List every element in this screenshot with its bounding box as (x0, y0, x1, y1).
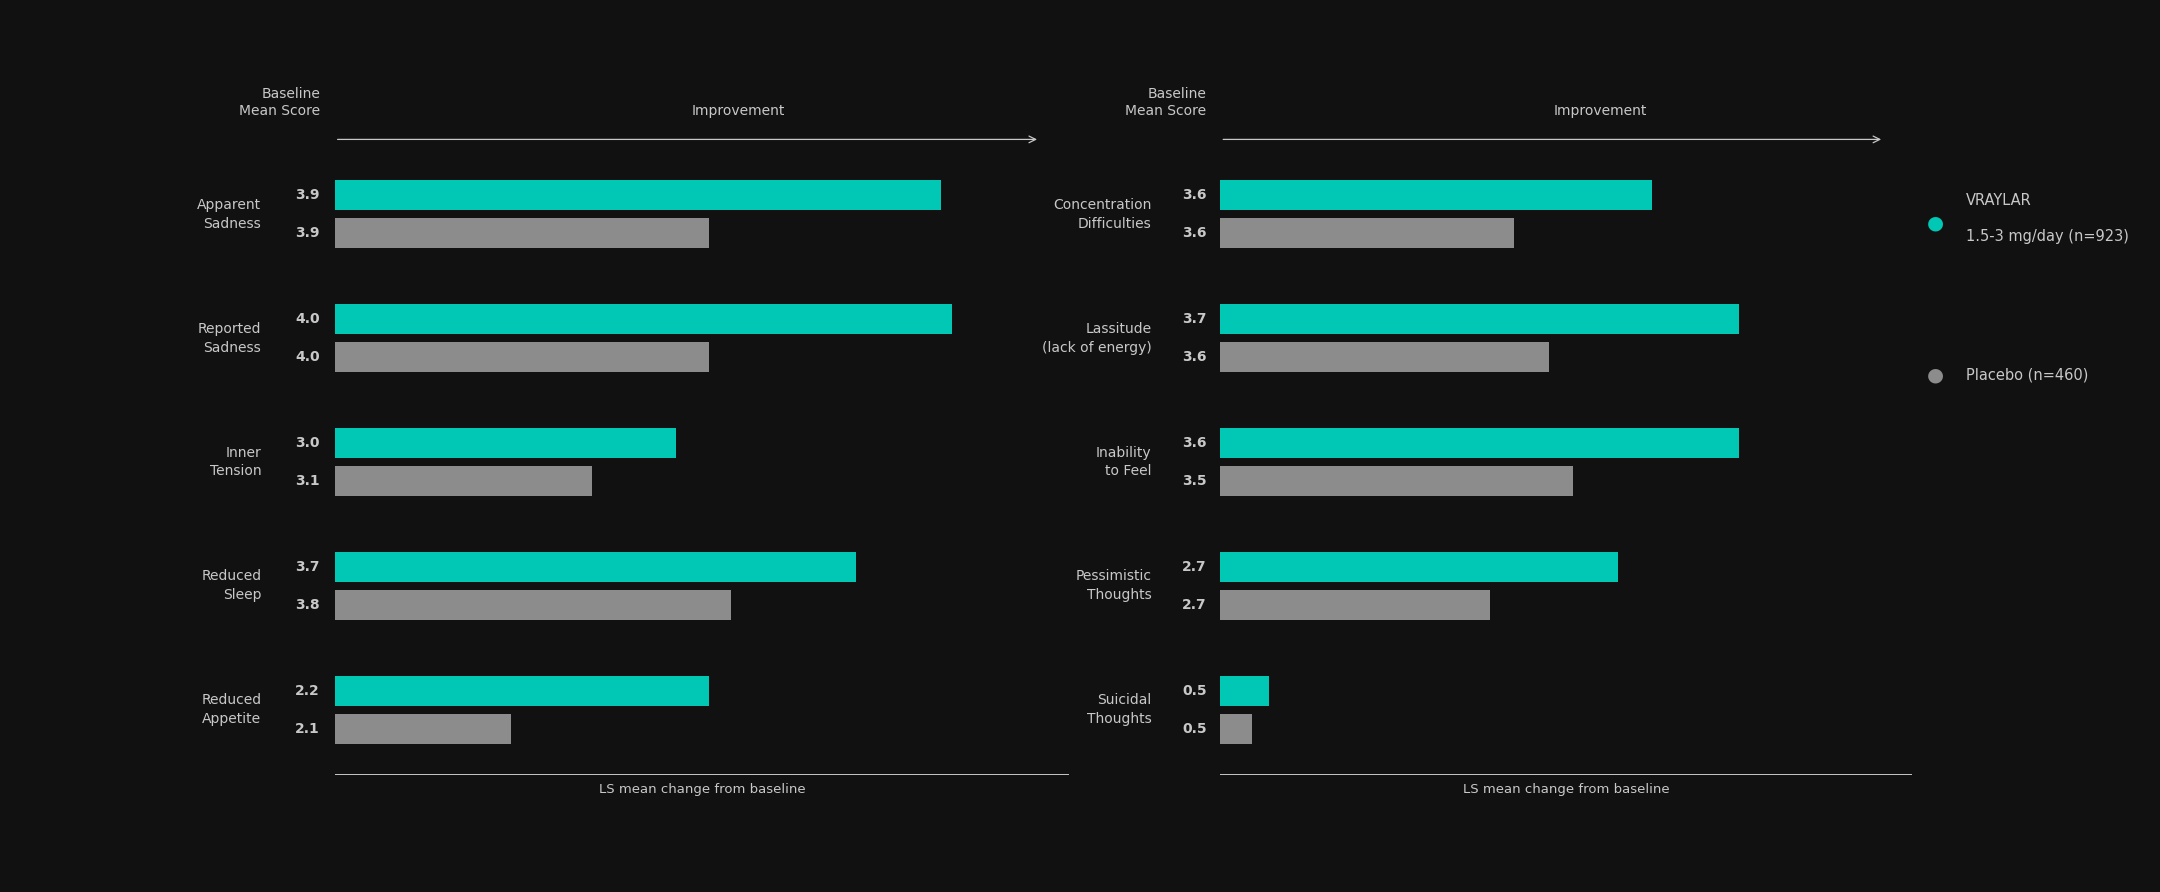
Text: Baseline
Mean Score: Baseline Mean Score (240, 87, 320, 118)
Bar (335, 343, 708, 372)
Bar (335, 714, 512, 744)
Bar (335, 180, 942, 210)
Text: Placebo (n=460): Placebo (n=460) (1966, 368, 2089, 382)
Text: 3.7: 3.7 (1182, 312, 1207, 326)
Text: 3.6: 3.6 (1182, 351, 1207, 364)
Bar (335, 428, 676, 458)
Bar (1220, 219, 1514, 248)
Text: 1.5-3 mg/day (n=923): 1.5-3 mg/day (n=923) (1966, 229, 2128, 244)
Bar (335, 219, 708, 248)
Text: Baseline
Mean Score: Baseline Mean Score (1125, 87, 1207, 118)
Bar (335, 552, 855, 582)
Bar (335, 467, 592, 496)
Text: 4.0: 4.0 (296, 312, 320, 326)
Text: ●: ● (1927, 365, 1944, 384)
Bar (1220, 343, 1549, 372)
Text: 3.8: 3.8 (296, 599, 320, 612)
Text: 2.1: 2.1 (296, 723, 320, 736)
Text: LS mean change from baseline: LS mean change from baseline (1462, 782, 1670, 796)
Bar (1220, 675, 1268, 706)
Bar (1220, 180, 1652, 210)
Bar (335, 675, 708, 706)
Text: 3.5: 3.5 (1182, 475, 1207, 488)
Text: 3.0: 3.0 (296, 436, 320, 450)
Bar (1220, 714, 1251, 744)
Text: 3.1: 3.1 (296, 475, 320, 488)
Text: Reduced
Appetite: Reduced Appetite (201, 693, 261, 726)
Text: Inner
Tension: Inner Tension (210, 445, 261, 478)
Text: Suicidal
Thoughts: Suicidal Thoughts (1086, 693, 1151, 726)
Text: 2.7: 2.7 (1182, 599, 1207, 612)
Text: Inability
to Feel: Inability to Feel (1095, 445, 1151, 478)
Text: VRAYLAR: VRAYLAR (1966, 194, 2030, 208)
Text: Reduced
Sleep: Reduced Sleep (201, 569, 261, 602)
Bar (335, 591, 732, 620)
Text: 3.6: 3.6 (1182, 436, 1207, 450)
Text: 3.7: 3.7 (296, 559, 320, 574)
Text: Improvement: Improvement (1553, 104, 1648, 118)
Text: Pessimistic
Thoughts: Pessimistic Thoughts (1076, 569, 1151, 602)
Text: 0.5: 0.5 (1182, 723, 1207, 736)
Text: Concentration
Difficulties: Concentration Difficulties (1052, 198, 1151, 231)
Bar (335, 304, 953, 334)
Text: Reported
Sadness: Reported Sadness (199, 322, 261, 355)
Text: Apparent
Sadness: Apparent Sadness (197, 198, 261, 231)
Text: 3.6: 3.6 (1182, 227, 1207, 241)
Bar (1220, 304, 1739, 334)
Text: 3.6: 3.6 (1182, 188, 1207, 202)
Bar (1220, 591, 1490, 620)
Bar (1220, 467, 1572, 496)
Text: 3.9: 3.9 (296, 227, 320, 241)
Text: 4.0: 4.0 (296, 351, 320, 364)
Text: 2.7: 2.7 (1182, 559, 1207, 574)
Bar (1220, 552, 1618, 582)
Text: Lassitude
(lack of energy): Lassitude (lack of energy) (1041, 322, 1151, 355)
Bar (1220, 428, 1739, 458)
Text: 2.2: 2.2 (296, 683, 320, 698)
Text: Improvement: Improvement (691, 104, 786, 118)
Text: 3.9: 3.9 (296, 188, 320, 202)
Text: 0.5: 0.5 (1182, 683, 1207, 698)
Text: LS mean change from baseline: LS mean change from baseline (598, 782, 806, 796)
Text: ●: ● (1927, 213, 1944, 233)
